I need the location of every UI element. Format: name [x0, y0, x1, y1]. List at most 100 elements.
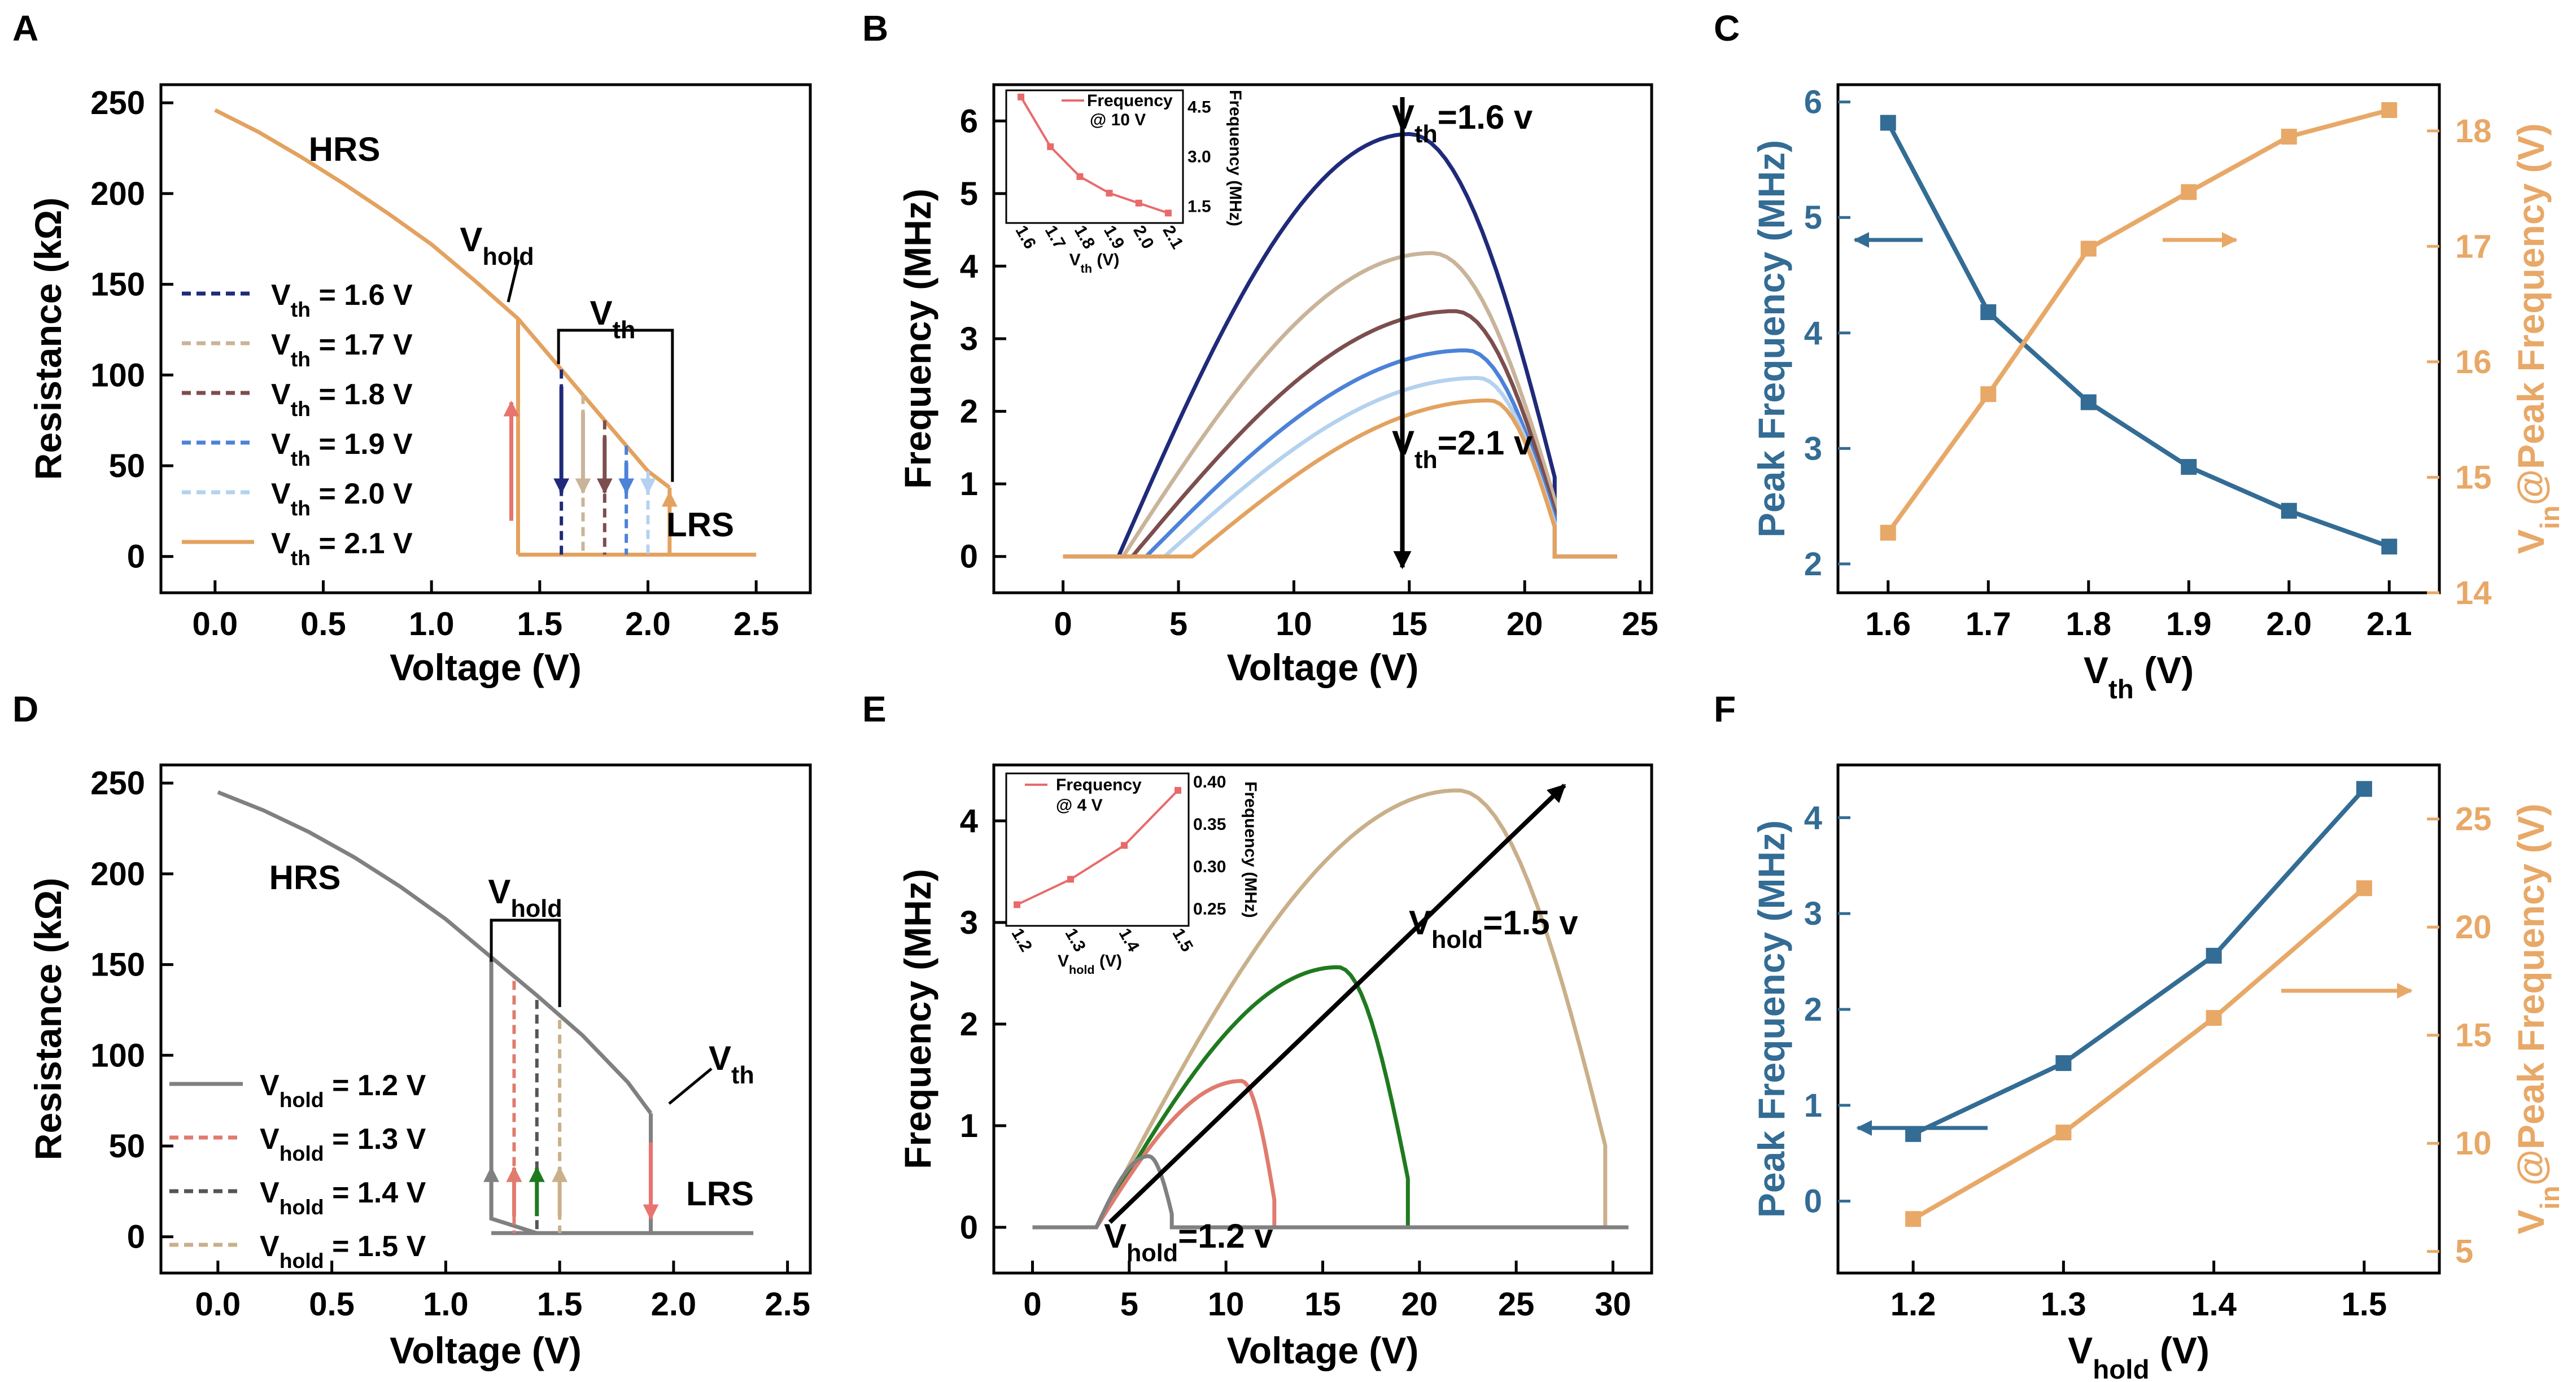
- label-vth: Vth: [590, 294, 636, 344]
- inset-y-tick-label: 3.0: [1187, 148, 1211, 167]
- y-right-tick-label: 20: [2455, 909, 2492, 946]
- inset-y-tick-label: 1.5: [1187, 198, 1211, 216]
- x-tick-label: 0: [1023, 1286, 1041, 1323]
- legend-label: Vhold = 1.3 V: [260, 1123, 426, 1165]
- series-point: [2206, 1010, 2222, 1026]
- series-line: [1886, 108, 2390, 534]
- frequency-curve: [1032, 788, 1628, 1230]
- series-point: [2356, 781, 2372, 797]
- x-axis-title: Voltage (V): [390, 1329, 582, 1371]
- series-point: [2381, 102, 2398, 118]
- inset-y-tick-label: 4.5: [1187, 98, 1211, 116]
- series-line: [1912, 787, 2366, 1136]
- frequency-curve: [1063, 309, 1617, 559]
- panel-letter-C: C: [1714, 8, 1740, 49]
- x-tick-label: 30: [1595, 1286, 1631, 1323]
- panel-letter-D: D: [12, 689, 38, 729]
- plot-frame: [1836, 83, 2441, 594]
- x-axis-title: Voltage (V): [390, 646, 582, 688]
- inset-legend-sublabel: @ 10 V: [1090, 111, 1146, 129]
- legend-label: Vth = 1.6 V: [271, 279, 413, 321]
- inset-legend-label: Frequency: [1056, 776, 1142, 794]
- x-tick-label: 2.5: [733, 606, 779, 642]
- series-point: [2055, 1125, 2072, 1141]
- series-point: [2206, 947, 2222, 964]
- legend-label: Vth = 1.8 V: [271, 378, 413, 421]
- x-tick-label: 1.5: [517, 606, 563, 642]
- y-axis-title: Resistance (kΩ): [27, 198, 69, 480]
- x-tick-label: 1.9: [2166, 606, 2212, 642]
- x-tick-label: 5: [1169, 606, 1187, 642]
- series-point: [2281, 502, 2297, 519]
- vhold-drop-line: [489, 957, 538, 1235]
- y-right-tick-label: 14: [2455, 575, 2492, 611]
- y-tick-label: 200: [90, 856, 145, 893]
- legend-label: Vth = 1.7 V: [271, 329, 413, 371]
- series-point: [1880, 115, 1896, 131]
- x-tick-label: 25: [1622, 606, 1658, 642]
- label-hrs: HRS: [269, 859, 341, 896]
- inset-frame: [1005, 772, 1190, 927]
- panel-B: 0 5 10 15 20 25 0 1 2 3 4 5 6 Voltage (V) Frequency (M…: [897, 83, 1658, 688]
- x-tick-label: 0: [1054, 606, 1072, 642]
- label-vth-bottom: Vth=2.1 v: [1392, 424, 1533, 474]
- inset-point: [1121, 842, 1128, 849]
- x-tick-label: 1.5: [2342, 1286, 2387, 1323]
- x-tick-label: 25: [1498, 1286, 1535, 1323]
- plot-frame: [159, 763, 812, 1275]
- label-hrs: HRS: [309, 130, 381, 168]
- panel-letter-E: E: [862, 689, 887, 729]
- y-right-axis-title: Vin@Peak Frequency (V): [2510, 803, 2565, 1234]
- y-tick-label: 2: [960, 1006, 978, 1043]
- series-point: [2381, 539, 2398, 555]
- y-left-tick-label: 4: [1804, 315, 1822, 352]
- y-tick-label: 250: [90, 765, 145, 802]
- inset-y-title: Frequency (MHz): [1241, 781, 1260, 918]
- x-tick-label: 20: [1507, 606, 1543, 642]
- legend-label: Vhold = 1.5 V: [260, 1230, 426, 1272]
- y-tick-label: 3: [960, 904, 978, 941]
- label-vhold: Vhold: [488, 873, 562, 922]
- vth-pointer: [668, 1068, 713, 1105]
- series-line: [1912, 886, 2366, 1221]
- series-point: [1980, 386, 1997, 403]
- y-right-tick-label: 16: [2455, 344, 2492, 381]
- panel-E: 0 5 10 15 20 25 30 0 1 2 3 4 Voltage (V) Frequency (M…: [897, 763, 1653, 1371]
- y-tick-label: 3: [960, 321, 978, 357]
- x-axis-title: Voltage (V): [1227, 646, 1419, 688]
- x-tick-label: 1.2: [1890, 1286, 1936, 1323]
- panel-F: 1.2 1.3 1.4 1.5 0 1 2 3 4 5 10 15 20 25 Vhold (V) Peak …: [1750, 763, 2565, 1382]
- label-vhold: Vhold: [460, 221, 534, 270]
- series-point: [2356, 880, 2372, 896]
- x-tick-label: 1.0: [423, 1286, 469, 1323]
- series-point: [1880, 524, 1896, 541]
- frequency-curve: [1063, 375, 1617, 559]
- inset-legend-sublabel: @ 4 V: [1056, 796, 1103, 815]
- label-vhold-bottom: Vhold=1.2 v: [1104, 1217, 1273, 1267]
- x-tick-label: 20: [1401, 1286, 1438, 1323]
- hrs-curve: [217, 790, 653, 1115]
- y-tick-label: 5: [960, 176, 978, 212]
- inset-point: [1175, 787, 1181, 794]
- inset-y-title: Frequency (MHz): [1226, 90, 1245, 226]
- inset-y-tick-label: 0.30: [1193, 858, 1226, 876]
- series-point: [2181, 184, 2197, 200]
- inset-x-title: Vth (V): [1069, 251, 1120, 275]
- x-tick-label: 1.3: [2041, 1286, 2086, 1323]
- inset-x-tick-label: 1.2: [1008, 925, 1036, 955]
- y-left-tick-label: 6: [1804, 84, 1822, 121]
- x-tick-label: 2.1: [2367, 606, 2412, 642]
- label-vth-top: Vth=1.6 v: [1392, 98, 1533, 148]
- y-tick-label: 100: [90, 357, 145, 393]
- y-right-axis-title: Vin@Peak Frequency (V): [2510, 123, 2565, 554]
- series-point: [1905, 1211, 1922, 1227]
- series-point: [2080, 394, 2097, 410]
- panel-letter-F: F: [1714, 689, 1736, 729]
- x-tick-label: 1.6: [1865, 606, 1911, 642]
- x-tick-label: 0.0: [193, 606, 238, 642]
- y-tick-label: 150: [90, 266, 145, 303]
- x-tick-label: 1.4: [2191, 1286, 2237, 1323]
- inset-point: [1076, 173, 1084, 180]
- y-tick-label: 2: [960, 393, 978, 430]
- y-tick-label: 250: [90, 85, 145, 121]
